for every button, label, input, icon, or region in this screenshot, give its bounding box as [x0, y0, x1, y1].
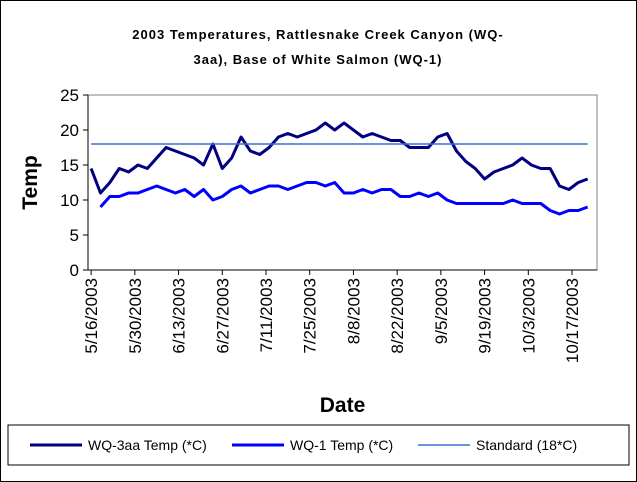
x-tick-label: 5/30/2003: [126, 278, 145, 354]
y-tick-label: 15: [60, 156, 79, 175]
x-tick-label: 10/3/2003: [519, 278, 538, 354]
x-tick-label: 7/25/2003: [301, 278, 320, 354]
x-tick-label: 9/19/2003: [476, 278, 495, 354]
y-tick-label: 25: [60, 86, 79, 105]
x-tick-label: 6/27/2003: [213, 278, 232, 354]
series-line: [89, 121, 589, 195]
x-axis-label: Date: [320, 394, 366, 417]
x-tick-label: 5/16/2003: [82, 278, 101, 354]
x-tick-label: 8/22/2003: [388, 278, 407, 354]
x-tick-label: 9/5/2003: [432, 278, 451, 344]
x-tick-label: 10/17/2003: [563, 278, 582, 363]
chart-title: 2003 Temperatures, Rattlesnake Creek Can…: [132, 27, 504, 67]
x-tick-label: 7/11/2003: [257, 278, 276, 352]
legend-label: Standard (18*C): [476, 437, 577, 453]
x-tick-label: 8/8/2003: [344, 278, 363, 344]
legend-box: [7, 424, 630, 466]
y-axis-label: Temp: [19, 155, 42, 209]
x-tick-label: 6/13/2003: [170, 278, 189, 354]
y-tick-label: 0: [70, 261, 79, 280]
legend-label: WQ-1 Temp (*C): [290, 437, 393, 453]
series-line: [99, 181, 589, 216]
y-tick-label: 20: [60, 121, 79, 140]
y-tick-label: 10: [60, 191, 79, 210]
plot-area: [87, 94, 598, 271]
y-tick-label: 5: [70, 226, 79, 245]
legend-label: WQ-3aa Temp (*C): [88, 437, 207, 453]
